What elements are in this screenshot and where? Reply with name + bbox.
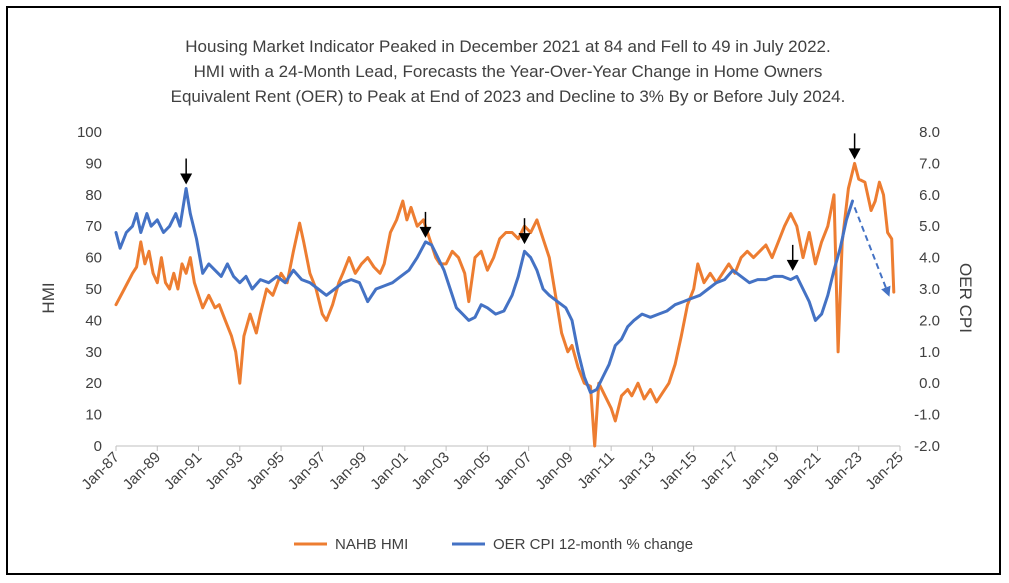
y-left-tick-label: 100	[77, 124, 102, 141]
y-left-tick-label: 50	[85, 281, 102, 298]
title-line-3: Equivalent Rent (OER) to Peak at End of …	[171, 87, 846, 106]
x-tick-label: Jan-87	[78, 449, 122, 493]
x-tick-label: Jan-21	[780, 449, 824, 493]
peak-arrow-0	[180, 158, 193, 185]
y-right-tick-label: 3.0	[919, 281, 940, 298]
y-axis-left-label: HMI	[39, 282, 58, 313]
x-tick-label: Jan-07	[491, 449, 535, 493]
y-left-tick-label: 60	[85, 250, 102, 267]
x-tick-label: Jan-89	[120, 449, 164, 493]
y-right-tick-label: 6.0	[919, 187, 940, 204]
legend-label-nahb-hmi: NAHB HMI	[335, 536, 408, 553]
y-left-tick-label: 10	[85, 407, 102, 424]
y-left-tick-label: 0	[94, 438, 102, 455]
y-right-tick-label: 0.0	[919, 375, 940, 392]
series-line-1	[114, 187, 854, 395]
series-line-0	[114, 161, 896, 448]
x-tick-label: Jan-25	[862, 449, 906, 493]
legend-label-oer-cpi: OER CPI 12-month % change	[493, 536, 693, 553]
y-left-tick-label: 80	[85, 187, 102, 204]
peak-arrow-4	[848, 133, 861, 160]
x-tick-label: Jan-23	[821, 449, 865, 493]
x-tick-label: Jan-97	[285, 449, 329, 493]
x-tick-label: Jan-95	[243, 449, 287, 493]
y-right-tick-label: -2.0	[914, 438, 940, 455]
title-line-1: Housing Market Indicator Peaked in Decem…	[185, 37, 830, 56]
title-line-2: HMI with a 24-Month Lead, Forecasts the …	[194, 62, 823, 81]
y-left-tick-label: 20	[85, 375, 102, 392]
y-left-tick-label: 30	[85, 344, 102, 361]
y-right-tick-label: 1.0	[919, 344, 940, 361]
x-tick-label: Jan-09	[532, 449, 576, 493]
x-tick-label: Jan-05	[450, 449, 494, 493]
peak-arrow-3	[786, 244, 799, 271]
y-right-tick-label: 5.0	[919, 218, 940, 235]
peak-arrow-1	[419, 211, 432, 238]
y-right-tick-label: 2.0	[919, 312, 940, 329]
x-tick-label: Jan-19	[739, 449, 783, 493]
chart-frame: Housing Market Indicator Peaked in Decem…	[6, 6, 1001, 575]
x-tick-label: Jan-01	[367, 449, 411, 493]
legend: NAHB HMI OER CPI 12-month % change	[294, 536, 693, 553]
y-right-tick-label: 8.0	[919, 124, 940, 141]
x-tick-label: Jan-03	[408, 449, 452, 493]
y-right-tick-label: -1.0	[914, 407, 940, 424]
y-right-tick-label: 4.0	[919, 250, 940, 267]
y-left-tick-label: 90	[85, 155, 102, 172]
annotations-group	[180, 133, 891, 297]
x-tick-label: Jan-93	[202, 449, 246, 493]
y-right-tick-label: 7.0	[919, 155, 940, 172]
x-tick-label: Jan-15	[656, 449, 700, 493]
x-tick-label: Jan-17	[697, 449, 741, 493]
y-left-tick-label: 70	[85, 218, 102, 235]
forecast-arrow	[853, 206, 891, 297]
chart-svg: Housing Market Indicator Peaked in Decem…	[39, 37, 975, 553]
chart-title: Housing Market Indicator Peaked in Decem…	[171, 37, 846, 106]
peak-arrow-2	[518, 218, 531, 245]
x-tick-label: Jan-91	[161, 449, 205, 493]
x-tick-label: Jan-11	[574, 449, 618, 493]
series-group	[114, 161, 896, 448]
y-left-tick-label: 40	[85, 312, 102, 329]
x-tick-label: Jan-13	[615, 449, 659, 493]
y-axis-right-label: OER CPI	[956, 263, 975, 333]
x-tick-label: Jan-99	[326, 449, 370, 493]
